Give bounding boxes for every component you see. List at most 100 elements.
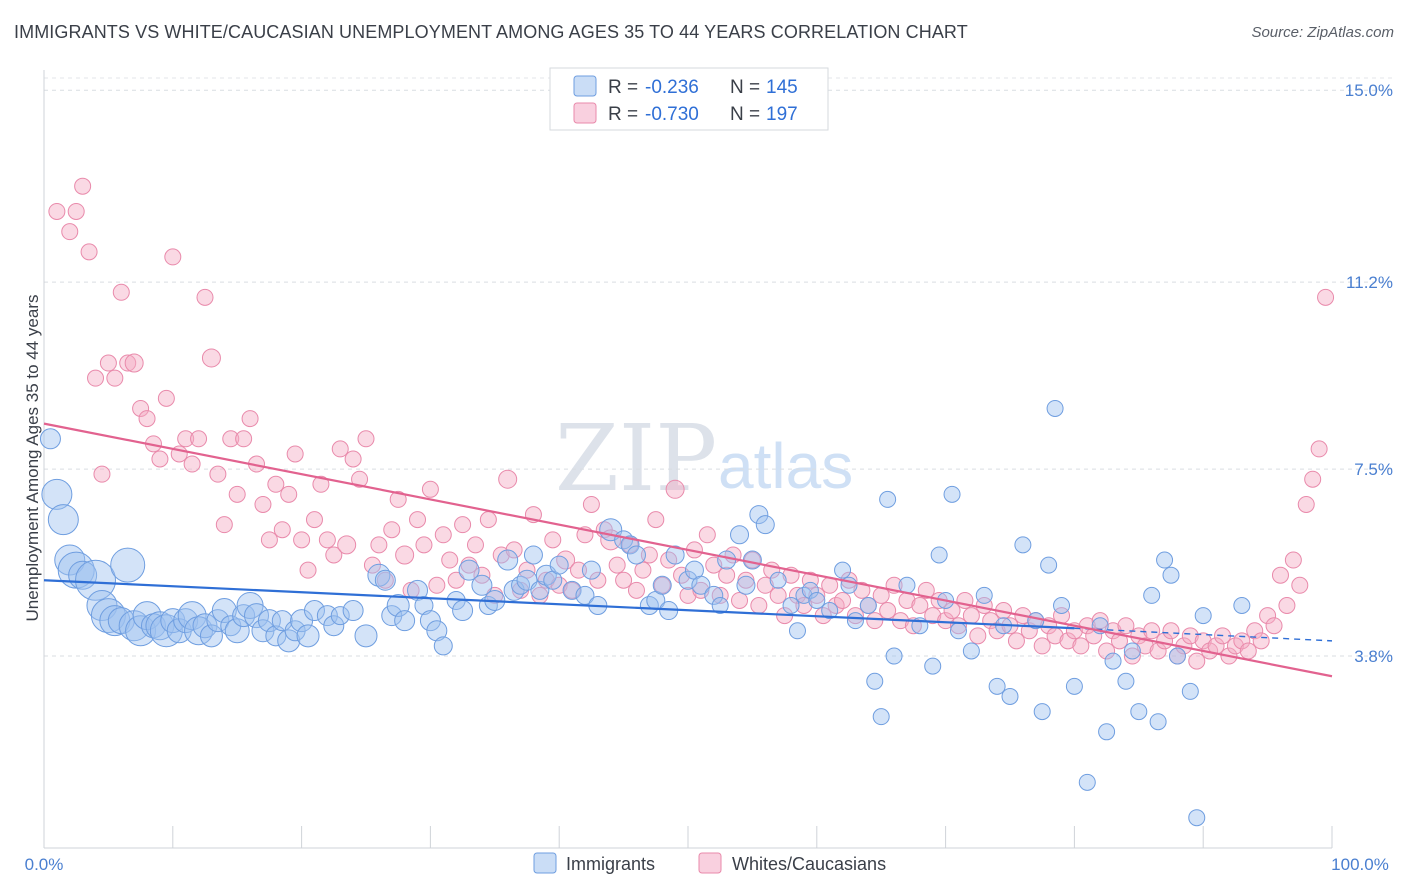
- immigrants-point-23: [192, 613, 218, 639]
- immigrants-point-125: [1040, 556, 1058, 574]
- immigrants-point-105: [859, 597, 877, 615]
- immigrants-point-101: [821, 602, 839, 620]
- immigrants-point-36: [277, 629, 301, 653]
- whites-point-133: [911, 597, 929, 615]
- whites-point-76: [544, 531, 562, 549]
- legend-bottom-label-whites: Whites/Caucasians: [732, 854, 886, 874]
- x-tick-label-start: 0.0%: [25, 855, 64, 874]
- immigrants-point-140: [1168, 647, 1186, 665]
- x-axis-ticks: [43, 826, 1333, 848]
- whites-point-105: [731, 591, 749, 609]
- whites-point-111: [769, 586, 787, 604]
- whites-point-156: [1059, 632, 1077, 650]
- legend-top-r-label-immigrants: R =: [608, 77, 638, 98]
- whites-point-161: [1091, 612, 1109, 630]
- immigrants-point-99: [801, 581, 819, 599]
- watermark-zip: ZIP: [555, 405, 717, 512]
- whites-point-12: [132, 399, 150, 417]
- y-tick-labels: 3.8% 7.5% 11.2% 15.0%: [1345, 81, 1393, 666]
- trend-line-whites: [43, 422, 1333, 678]
- whites-point-91: [640, 546, 658, 564]
- whites-point-93: [653, 576, 671, 594]
- immigrants-point-51: [407, 579, 429, 601]
- immigrants-point-129: [1078, 773, 1096, 791]
- whites-point-58: [428, 576, 446, 594]
- whites-point-35: [280, 485, 298, 503]
- immigrants-point-83: [665, 545, 685, 565]
- immigrants-point-112: [924, 657, 942, 675]
- immigrants-point-135: [1130, 703, 1148, 721]
- whites-point-192: [1291, 576, 1309, 594]
- whites-point-23: [201, 348, 221, 368]
- immigrants-point-28: [224, 618, 250, 644]
- legend-top-n-value-immigrants: 145: [766, 77, 798, 98]
- immigrants-point-87: [704, 585, 724, 605]
- legend-top-n-label-immigrants: N =: [730, 77, 760, 98]
- immigrants-point-47: [374, 569, 396, 591]
- whites-point-64: [466, 536, 484, 554]
- immigrants-point-89: [717, 550, 737, 570]
- immigrants-point-66: [523, 545, 543, 565]
- series-whites-points: [48, 177, 1335, 670]
- whites-point-40: [312, 475, 330, 493]
- whites-point-44: [337, 535, 357, 555]
- y-tick-label-3: 15.0%: [1345, 81, 1393, 100]
- legend-bottom-label-immigrants: Immigrants: [566, 854, 655, 874]
- whites-point-148: [1007, 632, 1025, 650]
- whites-point-103: [718, 566, 736, 584]
- whites-point-53: [395, 545, 415, 565]
- immigrants-point-138: [1156, 551, 1174, 569]
- chart-title: IMMIGRANTS VS WHITE/CAUCASIAN UNEMPLOYME…: [14, 22, 968, 42]
- whites-point-165: [1117, 617, 1135, 635]
- whites-point-92: [647, 511, 665, 529]
- whites-point-0: [48, 202, 66, 220]
- immigrants-point-133: [1117, 672, 1135, 690]
- whites-point-168: [1136, 637, 1154, 655]
- immigrants-point-88: [711, 597, 729, 615]
- immigrants-point-116: [949, 622, 967, 640]
- whites-point-186: [1271, 566, 1289, 584]
- legend-top-swatch-whites: [573, 102, 597, 124]
- immigrants-point-13: [125, 615, 157, 647]
- immigrants-point-84: [678, 570, 698, 590]
- legend-top-r-label-whites: R =: [608, 104, 638, 125]
- immigrants-point-109: [885, 647, 903, 665]
- whites-point-56: [415, 536, 433, 554]
- immigrants-point-70: [549, 555, 569, 575]
- y-axis-label: Unemployment Among Ages 35 to 44 years: [23, 295, 42, 622]
- whites-point-3: [74, 177, 92, 195]
- whites-point-2: [67, 202, 85, 220]
- immigrants-point-127: [1053, 597, 1071, 615]
- immigrants-point-131: [1098, 723, 1116, 741]
- whites-point-115: [795, 597, 813, 615]
- immigrants-point-134: [1123, 642, 1141, 660]
- whites-point-19: [177, 430, 195, 448]
- immigrants-point-132: [1104, 652, 1122, 670]
- immigrants-point-102: [834, 561, 852, 579]
- whites-point-108: [750, 597, 768, 615]
- immigrants-point-91: [736, 575, 756, 595]
- immigrants-point-95: [769, 571, 787, 589]
- whites-point-7: [99, 354, 117, 372]
- legend-top-n-value-whites: 197: [766, 104, 798, 125]
- whites-point-194: [1265, 617, 1283, 635]
- whites-point-134: [917, 581, 935, 599]
- legend-top: R = -0.236 N = 145 R = -0.730 N = 197: [549, 67, 829, 131]
- whites-point-135: [924, 607, 942, 625]
- immigrants-point-44: [342, 600, 364, 622]
- whites-point-109: [756, 576, 774, 594]
- whites-point-87: [615, 571, 633, 589]
- whites-point-177: [1194, 632, 1212, 650]
- immigrants-point-6: [75, 559, 117, 601]
- immigrants-point-53: [419, 610, 441, 632]
- immigrants-point-52: [414, 596, 434, 616]
- immigrants-point-142: [1188, 809, 1206, 827]
- y-tick-label-2: 11.2%: [1346, 273, 1393, 292]
- whites-point-36: [286, 445, 304, 463]
- whites-point-50: [376, 571, 394, 589]
- series-immigrants-points: [39, 399, 1251, 827]
- whites-point-43: [331, 440, 349, 458]
- immigrants-point-26: [211, 598, 237, 624]
- legend-bottom-swatch-immigrants: [533, 852, 557, 874]
